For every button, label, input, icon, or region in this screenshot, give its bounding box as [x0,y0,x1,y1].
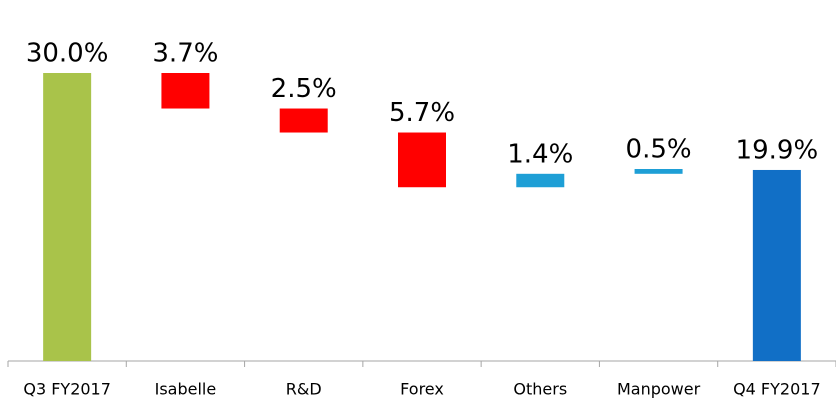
value-label: 30.0% [26,39,109,69]
value-label: 0.5% [626,135,692,165]
bar [398,132,446,188]
bar [634,169,683,174]
x-tick-label: Q4 FY2017 [733,380,821,399]
bar [43,73,92,361]
x-tick-label: Others [513,380,567,399]
value-label: 2.5% [271,74,337,104]
value-label: 19.9% [736,135,819,165]
bar [279,108,328,133]
x-tick-label: Q3 FY2017 [23,380,111,399]
x-tick-label: Manpower [617,380,701,399]
value-label: 3.7% [152,39,218,69]
bar [516,173,565,188]
x-tick-label: Isabelle [155,380,217,399]
value-label: 1.4% [507,139,573,169]
bar [752,169,801,361]
value-label: 5.7% [389,98,455,128]
x-tick-label: R&D [286,380,322,399]
x-tick-label: Forex [400,380,444,399]
bar [161,73,210,109]
